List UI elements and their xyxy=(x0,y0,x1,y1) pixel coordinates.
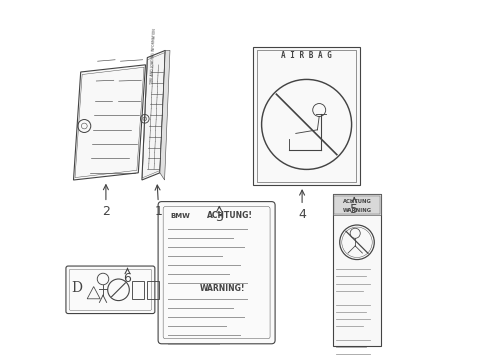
Bar xyxy=(257,50,355,182)
Polygon shape xyxy=(160,50,170,180)
Text: 3: 3 xyxy=(215,206,223,224)
Text: BMW: BMW xyxy=(170,213,190,219)
Bar xyxy=(333,196,379,214)
Polygon shape xyxy=(73,65,145,180)
Bar xyxy=(332,194,381,346)
Text: 1: 1 xyxy=(155,185,163,218)
Text: D: D xyxy=(71,281,82,295)
Bar xyxy=(332,194,381,215)
Text: 2: 2 xyxy=(102,185,110,218)
Polygon shape xyxy=(142,50,165,180)
Bar xyxy=(132,281,144,299)
Text: 6: 6 xyxy=(123,269,131,285)
Text: 5: 5 xyxy=(349,197,358,216)
Text: 4: 4 xyxy=(298,190,305,221)
Text: TIRE AND LOADING INFORMATION: TIRE AND LOADING INFORMATION xyxy=(150,28,157,84)
Text: WARNING: WARNING xyxy=(342,208,371,212)
Text: ACHTUNG!: ACHTUNG! xyxy=(206,211,252,220)
Text: A I R B A G: A I R B A G xyxy=(281,51,331,60)
Bar xyxy=(253,47,359,185)
Text: WARNING!: WARNING! xyxy=(199,284,244,293)
Bar xyxy=(146,281,159,299)
Text: ACHTUNG: ACHTUNG xyxy=(342,199,371,204)
FancyBboxPatch shape xyxy=(66,266,155,314)
FancyBboxPatch shape xyxy=(158,202,275,344)
